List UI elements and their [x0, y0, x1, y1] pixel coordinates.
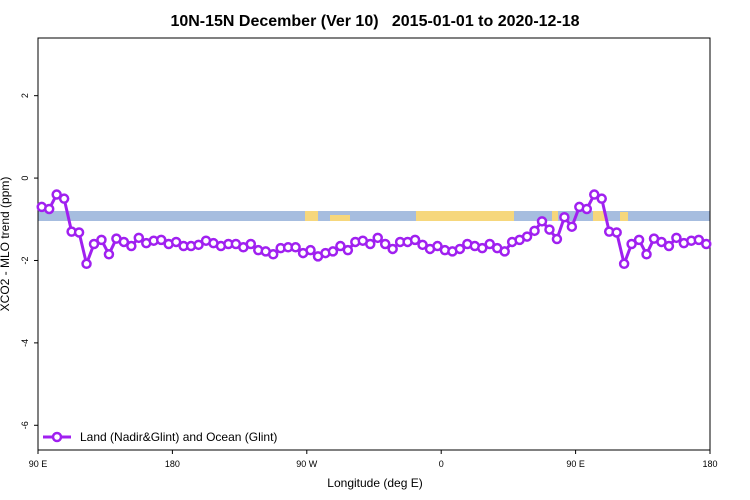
y-tick-label: 2 — [20, 93, 30, 98]
legend-marker — [51, 431, 63, 443]
data-point — [566, 221, 578, 232]
data-point — [155, 234, 167, 246]
data-point — [596, 193, 607, 204]
x-tick-label: 90 W — [296, 459, 318, 469]
land-patch — [593, 211, 605, 221]
data-point — [559, 211, 570, 223]
data-point — [693, 234, 705, 246]
y-tick-label: -6 — [20, 421, 30, 429]
land-patch — [305, 211, 318, 221]
data-point — [335, 240, 346, 252]
y-tick-label: -4 — [20, 339, 30, 347]
data-point — [267, 249, 279, 260]
land-patch — [416, 211, 514, 221]
ocean-strip — [38, 211, 710, 221]
chart-title: 10N-15N December (Ver 10) 2015-01-01 to … — [170, 13, 579, 30]
data-point — [73, 227, 85, 238]
data-point — [529, 225, 540, 237]
data-point — [133, 232, 145, 244]
data-point — [663, 240, 675, 252]
data-point — [671, 232, 682, 244]
data-point — [290, 242, 301, 253]
data-point — [43, 203, 55, 215]
legend-label: Land (Nadir&Glint) and Ocean (Glint) — [80, 430, 277, 444]
x-tick-label: 180 — [165, 459, 180, 469]
data-point — [589, 189, 600, 200]
data-point — [581, 203, 593, 215]
x-tick-label: 180 — [702, 459, 717, 469]
data-point — [499, 246, 510, 257]
data-point — [521, 231, 533, 242]
data-point — [327, 246, 339, 257]
y-tick-label: 0 — [20, 176, 30, 181]
data-point — [193, 239, 204, 251]
data-point — [701, 238, 712, 250]
data-point — [544, 224, 555, 235]
land-patch — [552, 211, 558, 221]
data-point — [118, 236, 130, 248]
data-point — [484, 238, 495, 250]
data-point — [51, 189, 62, 200]
x-tick-label: 90 E — [29, 459, 48, 469]
x-axis-label: Longitude (deg E) — [327, 476, 422, 490]
data-point — [372, 232, 383, 244]
data-point — [58, 193, 70, 204]
data-point — [641, 249, 652, 260]
data-point — [365, 238, 376, 250]
y-axis-label: XCO2 - MLO trend (ppm) — [0, 177, 12, 312]
land-ocean-strip — [38, 211, 710, 221]
y-tick-label: -2 — [20, 256, 30, 264]
data-point — [656, 236, 667, 248]
data-point — [81, 258, 92, 270]
data-point — [432, 240, 443, 252]
data-point — [551, 233, 563, 245]
data-point — [379, 238, 391, 250]
data-point — [88, 238, 100, 250]
land-patch — [620, 212, 628, 221]
data-point — [96, 234, 107, 246]
data-point — [618, 258, 630, 270]
data-point — [103, 249, 115, 260]
x-tick-label: 0 — [439, 459, 444, 469]
data-point — [170, 236, 182, 248]
data-point — [387, 243, 398, 255]
data-point — [417, 239, 428, 251]
data-point — [245, 238, 257, 250]
data-point — [611, 227, 622, 238]
data-point — [536, 216, 548, 227]
data-point — [477, 242, 488, 254]
data-point — [126, 240, 137, 252]
data-point — [305, 244, 316, 256]
x-tick-label: 90 E — [566, 459, 585, 469]
data-point — [342, 244, 354, 256]
data-point — [409, 234, 421, 246]
data-point — [454, 243, 466, 255]
land-patch — [330, 215, 350, 221]
data-point — [633, 234, 645, 246]
data-point — [626, 238, 637, 250]
